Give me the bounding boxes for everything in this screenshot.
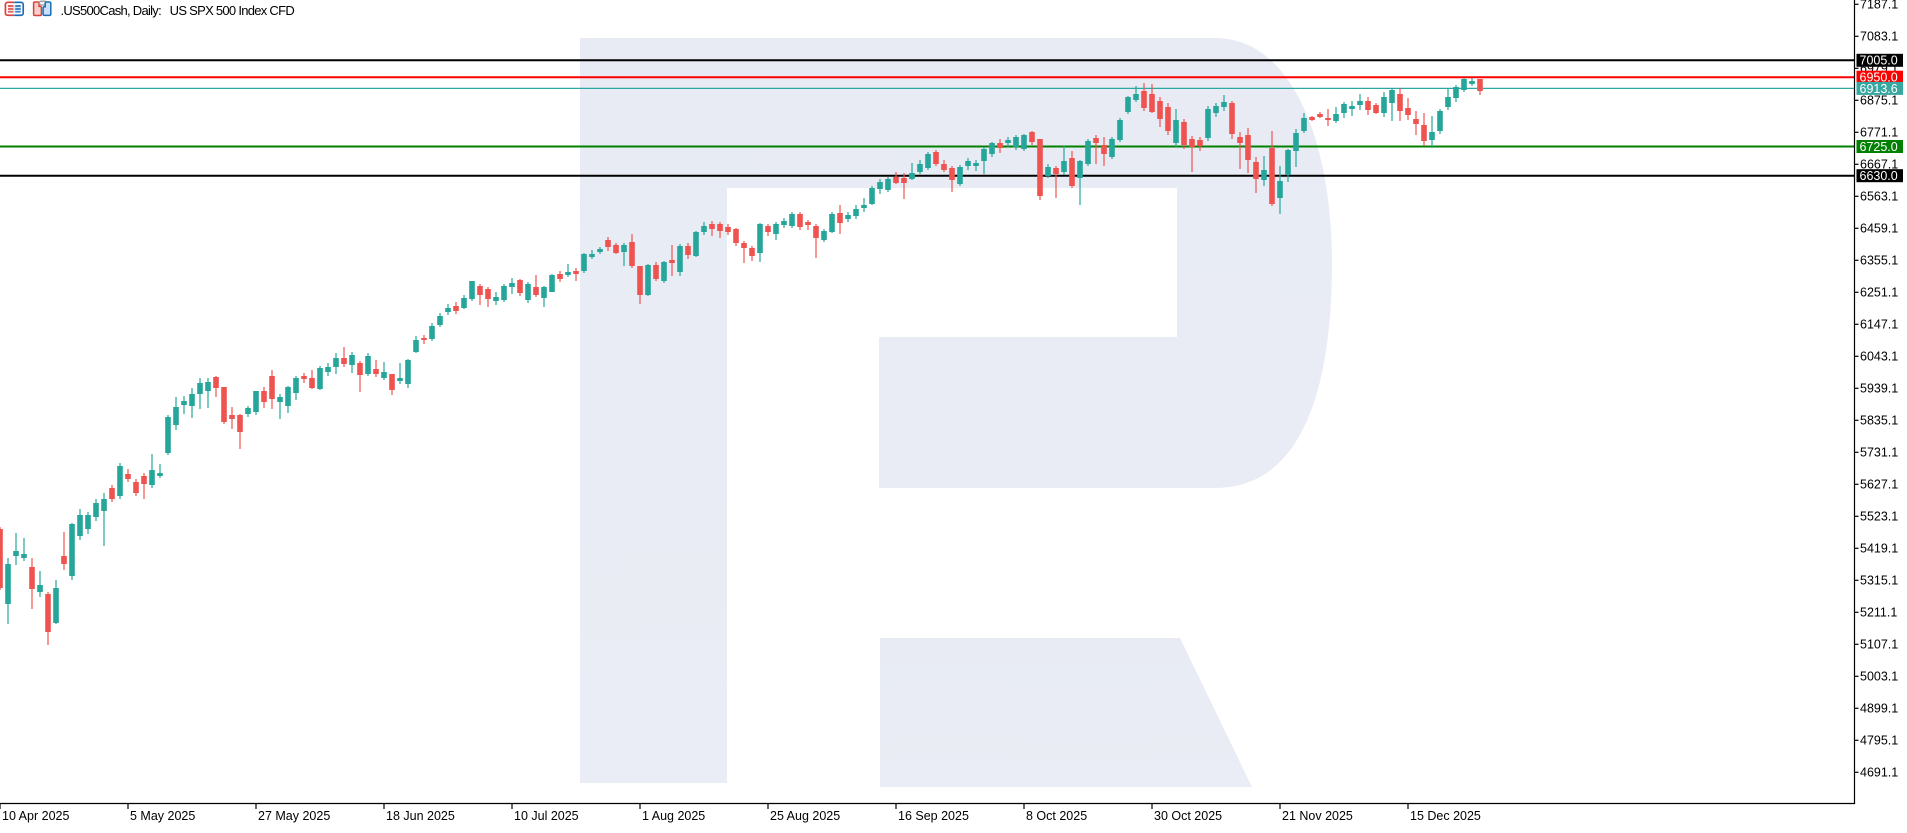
svg-text:5419.1: 5419.1 xyxy=(1860,542,1898,556)
svg-text:6251.1: 6251.1 xyxy=(1860,286,1898,300)
svg-text:6950.0: 6950.0 xyxy=(1860,71,1898,85)
svg-text:5 May 2025: 5 May 2025 xyxy=(130,809,195,823)
svg-text:6043.1: 6043.1 xyxy=(1860,350,1898,364)
svg-text:5107.1: 5107.1 xyxy=(1860,638,1898,652)
svg-text:5627.1: 5627.1 xyxy=(1860,478,1898,492)
svg-text:27 May 2025: 27 May 2025 xyxy=(258,809,330,823)
svg-text:16 Sep 2025: 16 Sep 2025 xyxy=(898,809,969,823)
svg-text:5835.1: 5835.1 xyxy=(1860,414,1898,428)
svg-text:6725.0: 6725.0 xyxy=(1860,140,1898,154)
svg-text:6147.1: 6147.1 xyxy=(1860,318,1898,332)
svg-text:1 Aug 2025: 1 Aug 2025 xyxy=(642,809,705,823)
svg-text:6630.0: 6630.0 xyxy=(1860,169,1898,183)
svg-text:4899.1: 4899.1 xyxy=(1860,702,1898,716)
svg-text:6667.1: 6667.1 xyxy=(1860,158,1898,172)
svg-text:5211.1: 5211.1 xyxy=(1860,606,1897,620)
svg-text:10 Jul 2025: 10 Jul 2025 xyxy=(514,809,579,823)
svg-text:30 Oct 2025: 30 Oct 2025 xyxy=(1154,809,1222,823)
svg-text:5731.1: 5731.1 xyxy=(1860,446,1898,460)
svg-text:6913.6: 6913.6 xyxy=(1860,82,1898,96)
svg-text:10 Apr 2025: 10 Apr 2025 xyxy=(2,809,69,823)
svg-text:.US500Cash, Daily: US SPX 50: .US500Cash, Daily: US SPX 500 Index CFD xyxy=(61,3,295,18)
svg-text:5523.1: 5523.1 xyxy=(1860,510,1898,524)
svg-text:7083.1: 7083.1 xyxy=(1860,30,1898,44)
svg-text:5003.1: 5003.1 xyxy=(1860,670,1898,684)
svg-text:5315.1: 5315.1 xyxy=(1860,574,1898,588)
svg-text:15 Dec 2025: 15 Dec 2025 xyxy=(1410,809,1481,823)
svg-text:5939.1: 5939.1 xyxy=(1860,382,1898,396)
svg-text:4795.1: 4795.1 xyxy=(1860,734,1898,748)
svg-text:6355.1: 6355.1 xyxy=(1860,254,1898,268)
svg-text:7005.0: 7005.0 xyxy=(1860,54,1898,68)
svg-text:18 Jun 2025: 18 Jun 2025 xyxy=(386,809,455,823)
svg-text:4691.1: 4691.1 xyxy=(1860,766,1898,780)
svg-text:8 Oct 2025: 8 Oct 2025 xyxy=(1026,809,1087,823)
svg-text:6459.1: 6459.1 xyxy=(1860,222,1898,236)
svg-text:6563.1: 6563.1 xyxy=(1860,190,1898,204)
svg-text:7187.1: 7187.1 xyxy=(1860,0,1898,12)
svg-text:6771.1: 6771.1 xyxy=(1860,126,1898,140)
svg-text:6875.1: 6875.1 xyxy=(1860,94,1898,108)
svg-text:21 Nov 2025: 21 Nov 2025 xyxy=(1282,809,1353,823)
svg-text:25 Aug 2025: 25 Aug 2025 xyxy=(770,809,840,823)
